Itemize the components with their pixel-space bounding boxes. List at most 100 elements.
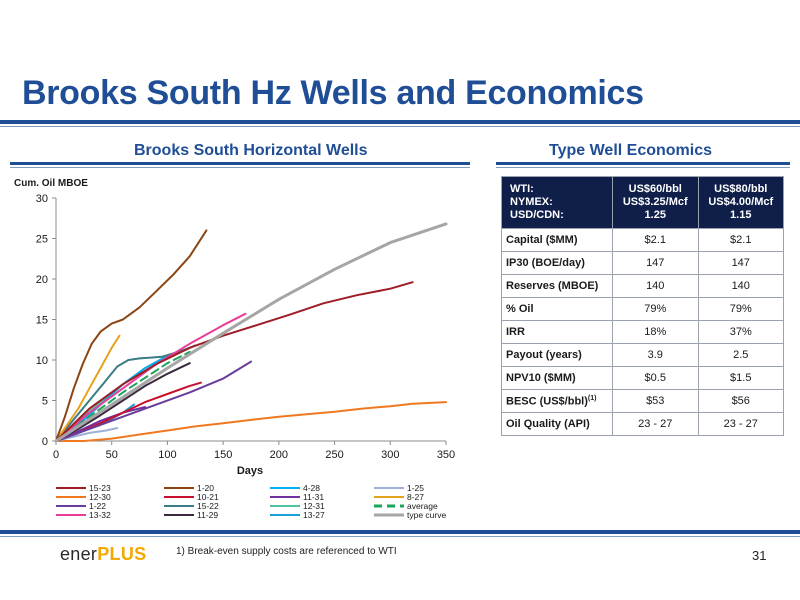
x-tick-label: 150: [214, 449, 232, 461]
legend-label: 11-31: [303, 492, 324, 502]
x-tick-label: 200: [270, 449, 288, 461]
header-label-cell: WTI: NYMEX: USD/CDN:: [501, 176, 613, 229]
economics-table: WTI: NYMEX: USD/CDN: US$60/bbl US$3.25/M…: [501, 176, 784, 436]
y-tick-label: 15: [36, 315, 48, 327]
x-tick-label: 50: [106, 449, 118, 461]
y-tick-label: 5: [42, 396, 48, 408]
row-value-col1: 23 - 27: [612, 412, 699, 436]
legend-label: 10-21: [197, 492, 219, 502]
slide-title: Brooks South Hz Wells and Economics: [22, 74, 644, 112]
chart-title-rule-thin: [10, 167, 470, 168]
title-rule-thin: [0, 126, 800, 127]
y-tick-label: 20: [36, 274, 48, 286]
legend-label: type curve: [407, 510, 446, 520]
legend-label: 15-22: [197, 501, 219, 511]
x-tick-label: 250: [325, 449, 343, 461]
row-value-col1: 18%: [612, 320, 699, 344]
legend-label: 12-31: [303, 501, 325, 511]
row-value-col2: 2.5: [697, 343, 784, 367]
footnote-marker: (1): [587, 394, 597, 402]
series-line-8-27: [55, 334, 121, 442]
row-value-col2: 23 - 27: [697, 412, 784, 436]
table-row: IRR 18% 37%: [501, 320, 784, 344]
page-number: 31: [752, 548, 767, 563]
header-col2-fx: 1.15: [730, 209, 752, 221]
row-value-col2: 79%: [697, 297, 784, 321]
table-row: IP30 (BOE/day) 147 147: [501, 251, 784, 275]
table-row: NPV10 ($MM) $0.5 $1.5: [501, 366, 784, 390]
row-label: Reserves (MBOE): [501, 274, 613, 298]
row-label: Capital ($MM): [501, 228, 613, 252]
economics-title: Type Well Economics: [549, 142, 713, 159]
series-line-11-31: [55, 406, 147, 442]
legend-label: 8-27: [407, 492, 424, 502]
header-col1-cell: US$60/bbl US$3.25/Mcf 1.25: [612, 176, 699, 229]
series-line-15-23: [55, 281, 414, 442]
row-value-col1: 140: [612, 274, 699, 298]
series-line-1-20: [55, 229, 208, 442]
series-lines: [54, 222, 448, 443]
header-col2-cell: US$80/bbl US$4.00/Mcf 1.15: [697, 176, 784, 229]
chart-title-rule: [10, 162, 470, 165]
header-col1-nymex: US$3.25/Mcf: [622, 196, 688, 208]
header-label-nymex: NYMEX:: [510, 196, 553, 208]
x-tick-label: 350: [437, 449, 455, 461]
table-row: Reserves (MBOE) 140 140: [501, 274, 784, 298]
row-label-text: BESC (US$/bbl): [506, 395, 588, 408]
logo-text-ener: ener: [60, 544, 98, 564]
y-tick-label: 0: [42, 436, 48, 448]
row-value-col1: 79%: [612, 297, 699, 321]
row-label: IP30 (BOE/day): [501, 251, 613, 275]
row-value-col2: 147: [697, 251, 784, 275]
economics-title-rule: [496, 162, 790, 165]
series-line-type-curve: [54, 222, 448, 443]
x-tick-label: 0: [53, 449, 59, 461]
header-label-fx: USD/CDN:: [510, 209, 564, 221]
series-line-1-25: [55, 427, 119, 442]
economics-header-row: WTI: NYMEX: USD/CDN: US$60/bbl US$3.25/M…: [501, 176, 784, 229]
table-row: Capital ($MM) $2.1 $2.1: [501, 228, 784, 252]
y-axis-label: Cum. Oil MBOE: [14, 178, 88, 189]
series-line-12-30: [55, 401, 447, 442]
row-value-col2: $2.1: [697, 228, 784, 252]
row-label: Oil Quality (API): [501, 412, 613, 436]
table-row: Payout (years) 3.9 2.5: [501, 343, 784, 367]
row-value-col2: $56: [697, 389, 784, 413]
legend-label: 15-23: [89, 483, 111, 493]
row-value-col1: $53: [612, 389, 699, 413]
footer-rule: [0, 530, 800, 534]
row-value-col2: $1.5: [697, 366, 784, 390]
table-row: BESC (US$/bbl)(1) $53 $56: [501, 389, 784, 413]
row-label: NPV10 ($MM): [501, 366, 613, 390]
legend-label: 1-25: [407, 483, 424, 493]
series-line-11-29: [55, 362, 191, 442]
row-value-col1: 3.9: [612, 343, 699, 367]
row-label: IRR: [501, 320, 613, 344]
y-tick-label: 25: [36, 234, 48, 246]
header-label-wti: WTI:: [510, 183, 534, 195]
x-tick-label: 300: [381, 449, 399, 461]
series-line-1-22: [55, 360, 252, 442]
table-row: % Oil 79% 79%: [501, 297, 784, 321]
legend-label: 1-22: [89, 501, 106, 511]
row-value-col1: $0.5: [612, 366, 699, 390]
title-rule: [0, 120, 800, 124]
legend-label: 11-29: [197, 510, 218, 520]
row-label: BESC (US$/bbl)(1): [501, 389, 613, 413]
y-tick-label: 10: [36, 355, 48, 367]
row-value-col2: 140: [697, 274, 784, 298]
enerplus-logo: enerPLUS: [60, 544, 146, 565]
row-value-col2: 37%: [697, 320, 784, 344]
table-row: Oil Quality (API) 23 - 27 23 - 27: [501, 412, 784, 436]
y-tick-label: 30: [36, 193, 48, 205]
footer-rule-thin: [0, 536, 800, 537]
legend-label: 13-27: [303, 510, 325, 520]
footnote: 1) Break-even supply costs are reference…: [176, 546, 397, 557]
header-col2-nymex: US$4.00/Mcf: [708, 196, 774, 208]
x-axis-label: Days: [237, 465, 263, 477]
legend: 15-23 1-20 4-28 1-25 12-30 10-21 11-31 8-27 1-22…: [56, 483, 446, 520]
legend-label: 12-30: [89, 492, 111, 502]
economics-title-rule-thin: [496, 167, 790, 168]
